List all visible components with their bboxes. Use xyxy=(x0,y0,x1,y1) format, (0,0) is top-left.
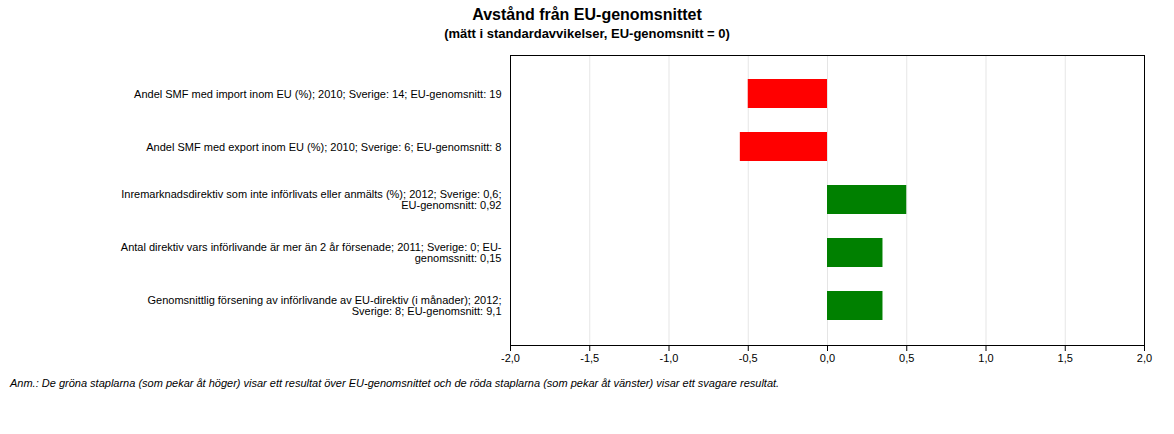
html-text:Anm.: De gröna staplarna (som: Anm.: De gröna staplarna (som pekar åt h… xyxy=(10,377,780,389)
svg-text:Andel SMF med import inom EU (: Andel SMF med import inom EU (%); 2010; … xyxy=(134,88,501,100)
svg-text:-2,0: -2,0 xyxy=(501,352,520,364)
svg-text:Andel SMF med export inom EU (: Andel SMF med export inom EU (%); 2010; … xyxy=(146,141,501,153)
html-text:Avstånd från EU-genomsnittet: Avstånd från EU-genomsnittet xyxy=(472,6,702,23)
svg-text:Inremarknadsdirektiv som inte: Inremarknadsdirektiv som inte införlivat… xyxy=(121,188,501,211)
html-text:(mätt i standardavvikelser, EU: (mätt i standardavvikelser, EU-genomsnit… xyxy=(444,26,730,41)
svg-text:-1,0: -1,0 xyxy=(660,352,679,364)
svg-text:Genomsnittlig försening av inf: Genomsnittlig försening av införlivande … xyxy=(148,294,502,317)
svg-text:Antal direktiv vars införlivan: Antal direktiv vars införlivande är mer … xyxy=(121,241,502,264)
svg-text:2,0: 2,0 xyxy=(1137,352,1152,364)
svg-text:-1,5: -1,5 xyxy=(580,352,599,364)
svg-text:0,0: 0,0 xyxy=(820,352,835,364)
svg-text:0,5: 0,5 xyxy=(899,352,914,364)
svg-text:-0,5: -0,5 xyxy=(739,352,758,364)
svg-text:1,0: 1,0 xyxy=(978,352,993,364)
svg-text:1,5: 1,5 xyxy=(1058,352,1073,364)
